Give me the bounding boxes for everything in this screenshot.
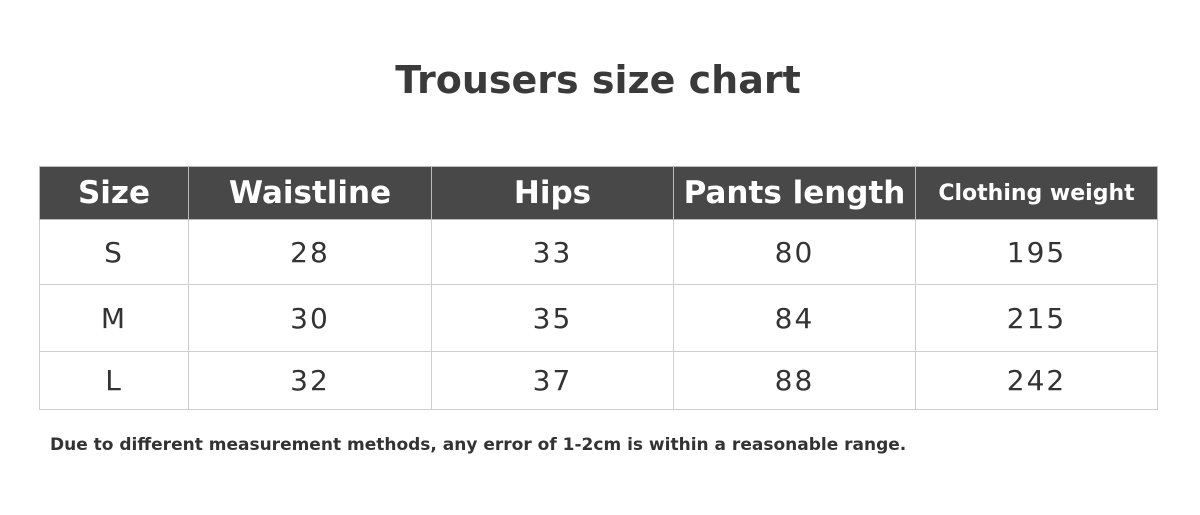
cell-hips: 33: [431, 219, 674, 285]
header-clothing-weight: Clothing weight: [915, 166, 1158, 220]
header-size: Size: [39, 166, 189, 220]
cell-clothing-weight: 215: [915, 284, 1158, 352]
header-waistline: Waistline: [188, 166, 432, 220]
table-row: S 28 33 80 195: [39, 219, 1158, 285]
cell-waistline: 32: [188, 351, 432, 410]
table-row: M 30 35 84 215: [39, 284, 1158, 352]
table-header-row: Size Waistline Hips Pants length Clothin…: [39, 166, 1158, 220]
measurement-note: Due to different measurement methods, an…: [50, 435, 907, 455]
header-pants-length: Pants length: [673, 166, 916, 220]
cell-pants-length: 84: [673, 284, 916, 352]
cell-size: L: [39, 351, 189, 410]
header-hips: Hips: [431, 166, 674, 220]
cell-waistline: 28: [188, 219, 432, 285]
cell-waistline: 30: [188, 284, 432, 352]
cell-size: M: [39, 284, 189, 352]
page-title: Trousers size chart: [395, 58, 801, 102]
cell-pants-length: 80: [673, 219, 916, 285]
table-row: L 32 37 88 242: [39, 351, 1158, 410]
cell-clothing-weight: 242: [915, 351, 1158, 410]
size-table: Size Waistline Hips Pants length Clothin…: [39, 166, 1158, 410]
cell-size: S: [39, 219, 189, 285]
cell-hips: 37: [431, 351, 674, 410]
cell-pants-length: 88: [673, 351, 916, 410]
cell-clothing-weight: 195: [915, 219, 1158, 285]
cell-hips: 35: [431, 284, 674, 352]
